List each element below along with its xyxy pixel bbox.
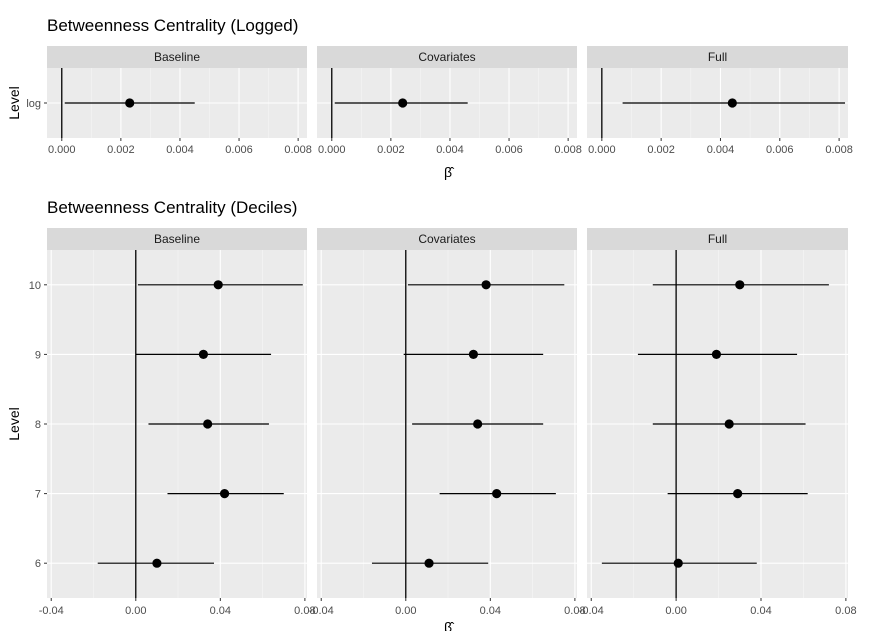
x-axis-label: β̂ [444,619,455,631]
point-estimate [733,489,743,499]
x-tick-label: 0.000 [48,144,76,156]
facet-strip-label: Baseline [154,50,200,64]
y-tick-label: 9 [35,349,41,361]
x-tick-label: 0.004 [707,144,735,156]
facet-strip-label: Full [708,232,727,246]
point-estimate [727,98,737,108]
facet-strip [317,228,577,250]
x-tick-label: 0.04 [210,605,231,617]
point-estimate [711,349,722,359]
x-tick-label: 0.008 [825,144,853,156]
y-axis-label: Level [6,86,22,119]
point-estimate [481,280,491,290]
x-tick-label: 0.002 [647,144,675,156]
point-estimate [203,419,213,429]
x-tick-label: 0.000 [318,144,346,156]
x-tick-label: 0.00 [395,605,416,617]
x-tick-label: 0.08 [564,605,585,617]
x-tick-label: 0.002 [377,144,405,156]
facet-strip [587,228,848,250]
point-estimate [424,558,434,568]
facet-strip-label: Full [708,50,727,64]
point-estimate [198,349,209,359]
point-estimate [125,98,135,108]
x-axis-label: β̂ [444,164,455,180]
facet-strip-label: Covariates [418,50,475,64]
x-tick-label: 0.00 [665,605,686,617]
x-tick-label: 0.004 [436,144,464,156]
x-tick-label: -0.04 [39,605,64,617]
facet-strip [47,46,307,68]
point-estimate [673,558,683,568]
point-estimate [492,489,502,499]
x-tick-label: 0.00 [125,605,146,617]
x-tick-label: 0.008 [284,144,312,156]
facet-strip-label: Covariates [418,232,475,246]
x-tick-label: 0.000 [588,144,616,156]
y-tick-label: 7 [35,489,41,501]
x-tick-label: -0.04 [579,605,604,617]
point-estimate [468,349,479,359]
facet-strip [587,46,848,68]
point-estimate [398,98,408,108]
facet-strip-label: Baseline [154,232,200,246]
x-tick-label: 0.006 [495,144,523,156]
chart-title: Betweenness Centrality (Logged) [47,16,298,35]
x-tick-label: 0.008 [554,144,582,156]
chart-title: Betweenness Centrality (Deciles) [47,198,297,217]
y-axis-label: Level [6,407,22,440]
x-tick-label: 0.08 [835,605,856,617]
point-estimate [152,558,162,568]
point-estimate [724,419,734,429]
x-tick-label: 0.08 [294,605,315,617]
x-tick-label: 0.006 [766,144,794,156]
y-tick-label: 10 [29,280,41,292]
y-tick-label: log [26,98,41,110]
point-estimate [735,280,745,290]
point-estimate [219,489,230,499]
y-tick-label: 6 [35,558,41,570]
x-tick-label: 0.006 [225,144,253,156]
point-estimate [473,419,483,429]
x-tick-label: 0.002 [107,144,135,156]
x-tick-label: 0.004 [166,144,194,156]
facet-strip [317,46,577,68]
point-estimate [213,280,223,290]
x-tick-label: 0.04 [480,605,501,617]
x-tick-label: -0.04 [309,605,334,617]
y-tick-label: 8 [35,419,41,431]
facet-strip [47,228,307,250]
x-tick-label: 0.04 [750,605,771,617]
